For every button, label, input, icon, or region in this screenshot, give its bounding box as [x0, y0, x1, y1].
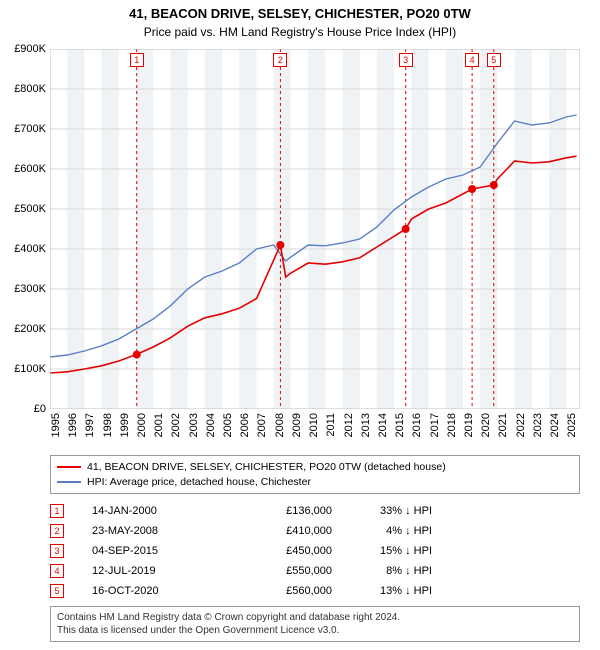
x-tick-label: 2022 [515, 413, 527, 437]
x-tick-label: 2017 [429, 413, 441, 437]
x-tick-label: 2001 [153, 413, 165, 437]
transaction-marker: 4 [50, 564, 64, 578]
transaction-price: £450,000 [222, 545, 332, 557]
y-tick-label: £200K [14, 323, 50, 335]
x-tick-label: 2025 [566, 413, 578, 437]
chart-svg [50, 49, 580, 409]
x-tick-label: 2002 [170, 413, 182, 437]
transaction-price: £550,000 [222, 565, 332, 577]
y-tick-label: £800K [14, 83, 50, 95]
transaction-date: 23-MAY-2008 [92, 525, 222, 537]
transaction-row: 4 12-JUL-2019 £550,000 8% ↓ HPI [50, 564, 580, 578]
transaction-marker: 1 [50, 504, 64, 518]
chart-title: 41, BEACON DRIVE, SELSEY, CHICHESTER, PO… [0, 0, 600, 23]
chart-subtitle: Price paid vs. HM Land Registry's House … [0, 25, 600, 39]
transaction-row: 1 14-JAN-2000 £136,000 33% ↓ HPI [50, 504, 580, 518]
transaction-diff: 8% ↓ HPI [332, 565, 432, 577]
x-tick-label: 1999 [119, 413, 131, 437]
footer-box: Contains HM Land Registry data © Crown c… [50, 606, 580, 642]
x-tick-label: 2024 [549, 413, 561, 437]
transaction-diff: 13% ↓ HPI [332, 585, 432, 597]
x-tick-label: 2023 [532, 413, 544, 437]
x-tick-label: 2019 [463, 413, 475, 437]
transaction-date: 04-SEP-2015 [92, 545, 222, 557]
x-tick-label: 2015 [394, 413, 406, 437]
page-container: 41, BEACON DRIVE, SELSEY, CHICHESTER, PO… [0, 0, 600, 650]
legend-swatch [57, 466, 81, 468]
event-marker: 1 [130, 53, 144, 67]
y-tick-label: £100K [14, 363, 50, 375]
transaction-marker: 3 [50, 544, 64, 558]
transaction-date: 14-JAN-2000 [92, 505, 222, 517]
transaction-row: 5 16-OCT-2020 £560,000 13% ↓ HPI [50, 584, 580, 598]
y-tick-label: £900K [14, 43, 50, 55]
x-tick-label: 2006 [239, 413, 251, 437]
legend-swatch [57, 481, 81, 483]
event-marker: 2 [273, 53, 287, 67]
transaction-row: 2 23-MAY-2008 £410,000 4% ↓ HPI [50, 524, 580, 538]
transaction-price: £136,000 [222, 505, 332, 517]
legend-label: HPI: Average price, detached house, Chic… [87, 475, 311, 490]
y-tick-label: £500K [14, 203, 50, 215]
transaction-row: 3 04-SEP-2015 £450,000 15% ↓ HPI [50, 544, 580, 558]
x-tick-label: 2009 [291, 413, 303, 437]
chart-area: £0£100K£200K£300K£400K£500K£600K£700K£80… [50, 49, 580, 409]
x-tick-label: 2021 [497, 413, 509, 437]
x-tick-label: 1997 [84, 413, 96, 437]
transaction-diff: 15% ↓ HPI [332, 545, 432, 557]
x-tick-label: 2003 [188, 413, 200, 437]
transaction-price: £410,000 [222, 525, 332, 537]
event-marker: 3 [399, 53, 413, 67]
transactions-table: 1 14-JAN-2000 £136,000 33% ↓ HPI 2 23-MA… [50, 504, 580, 598]
x-tick-label: 2005 [222, 413, 234, 437]
x-tick-label: 2013 [360, 413, 372, 437]
x-axis-labels: 1995 1996 1997 1998 1999 2000 2001 2002 2003 2004… [50, 409, 580, 449]
x-tick-label: 2007 [256, 413, 268, 437]
legend-row: HPI: Average price, detached house, Chic… [57, 475, 573, 490]
x-tick-label: 2000 [136, 413, 148, 437]
x-tick-label: 2012 [343, 413, 355, 437]
event-marker: 5 [487, 53, 501, 67]
y-tick-label: £600K [14, 163, 50, 175]
x-tick-label: 2011 [325, 413, 337, 437]
x-tick-label: 2008 [274, 413, 286, 437]
transaction-diff: 33% ↓ HPI [332, 505, 432, 517]
y-tick-label: £700K [14, 123, 50, 135]
transaction-date: 12-JUL-2019 [92, 565, 222, 577]
legend-row: 41, BEACON DRIVE, SELSEY, CHICHESTER, PO… [57, 460, 573, 475]
event-marker: 4 [465, 53, 479, 67]
x-tick-label: 2018 [446, 413, 458, 437]
transaction-marker: 5 [50, 584, 64, 598]
transaction-marker: 2 [50, 524, 64, 538]
x-tick-label: 2010 [308, 413, 320, 437]
footer-line1: Contains HM Land Registry data © Crown c… [57, 611, 573, 624]
transaction-diff: 4% ↓ HPI [332, 525, 432, 537]
legend-label: 41, BEACON DRIVE, SELSEY, CHICHESTER, PO… [87, 460, 446, 475]
transaction-date: 16-OCT-2020 [92, 585, 222, 597]
x-tick-label: 2020 [480, 413, 492, 437]
transaction-price: £560,000 [222, 585, 332, 597]
x-tick-label: 2016 [411, 413, 423, 437]
x-tick-label: 2004 [205, 413, 217, 437]
y-tick-label: £0 [34, 403, 50, 415]
x-tick-label: 1998 [102, 413, 114, 437]
x-tick-label: 1996 [67, 413, 79, 437]
x-tick-label: 1995 [50, 413, 62, 437]
y-tick-label: £300K [14, 283, 50, 295]
y-tick-label: £400K [14, 243, 50, 255]
footer-line2: This data is licensed under the Open Gov… [57, 624, 573, 637]
legend-box: 41, BEACON DRIVE, SELSEY, CHICHESTER, PO… [50, 455, 580, 494]
x-tick-label: 2014 [377, 413, 389, 437]
